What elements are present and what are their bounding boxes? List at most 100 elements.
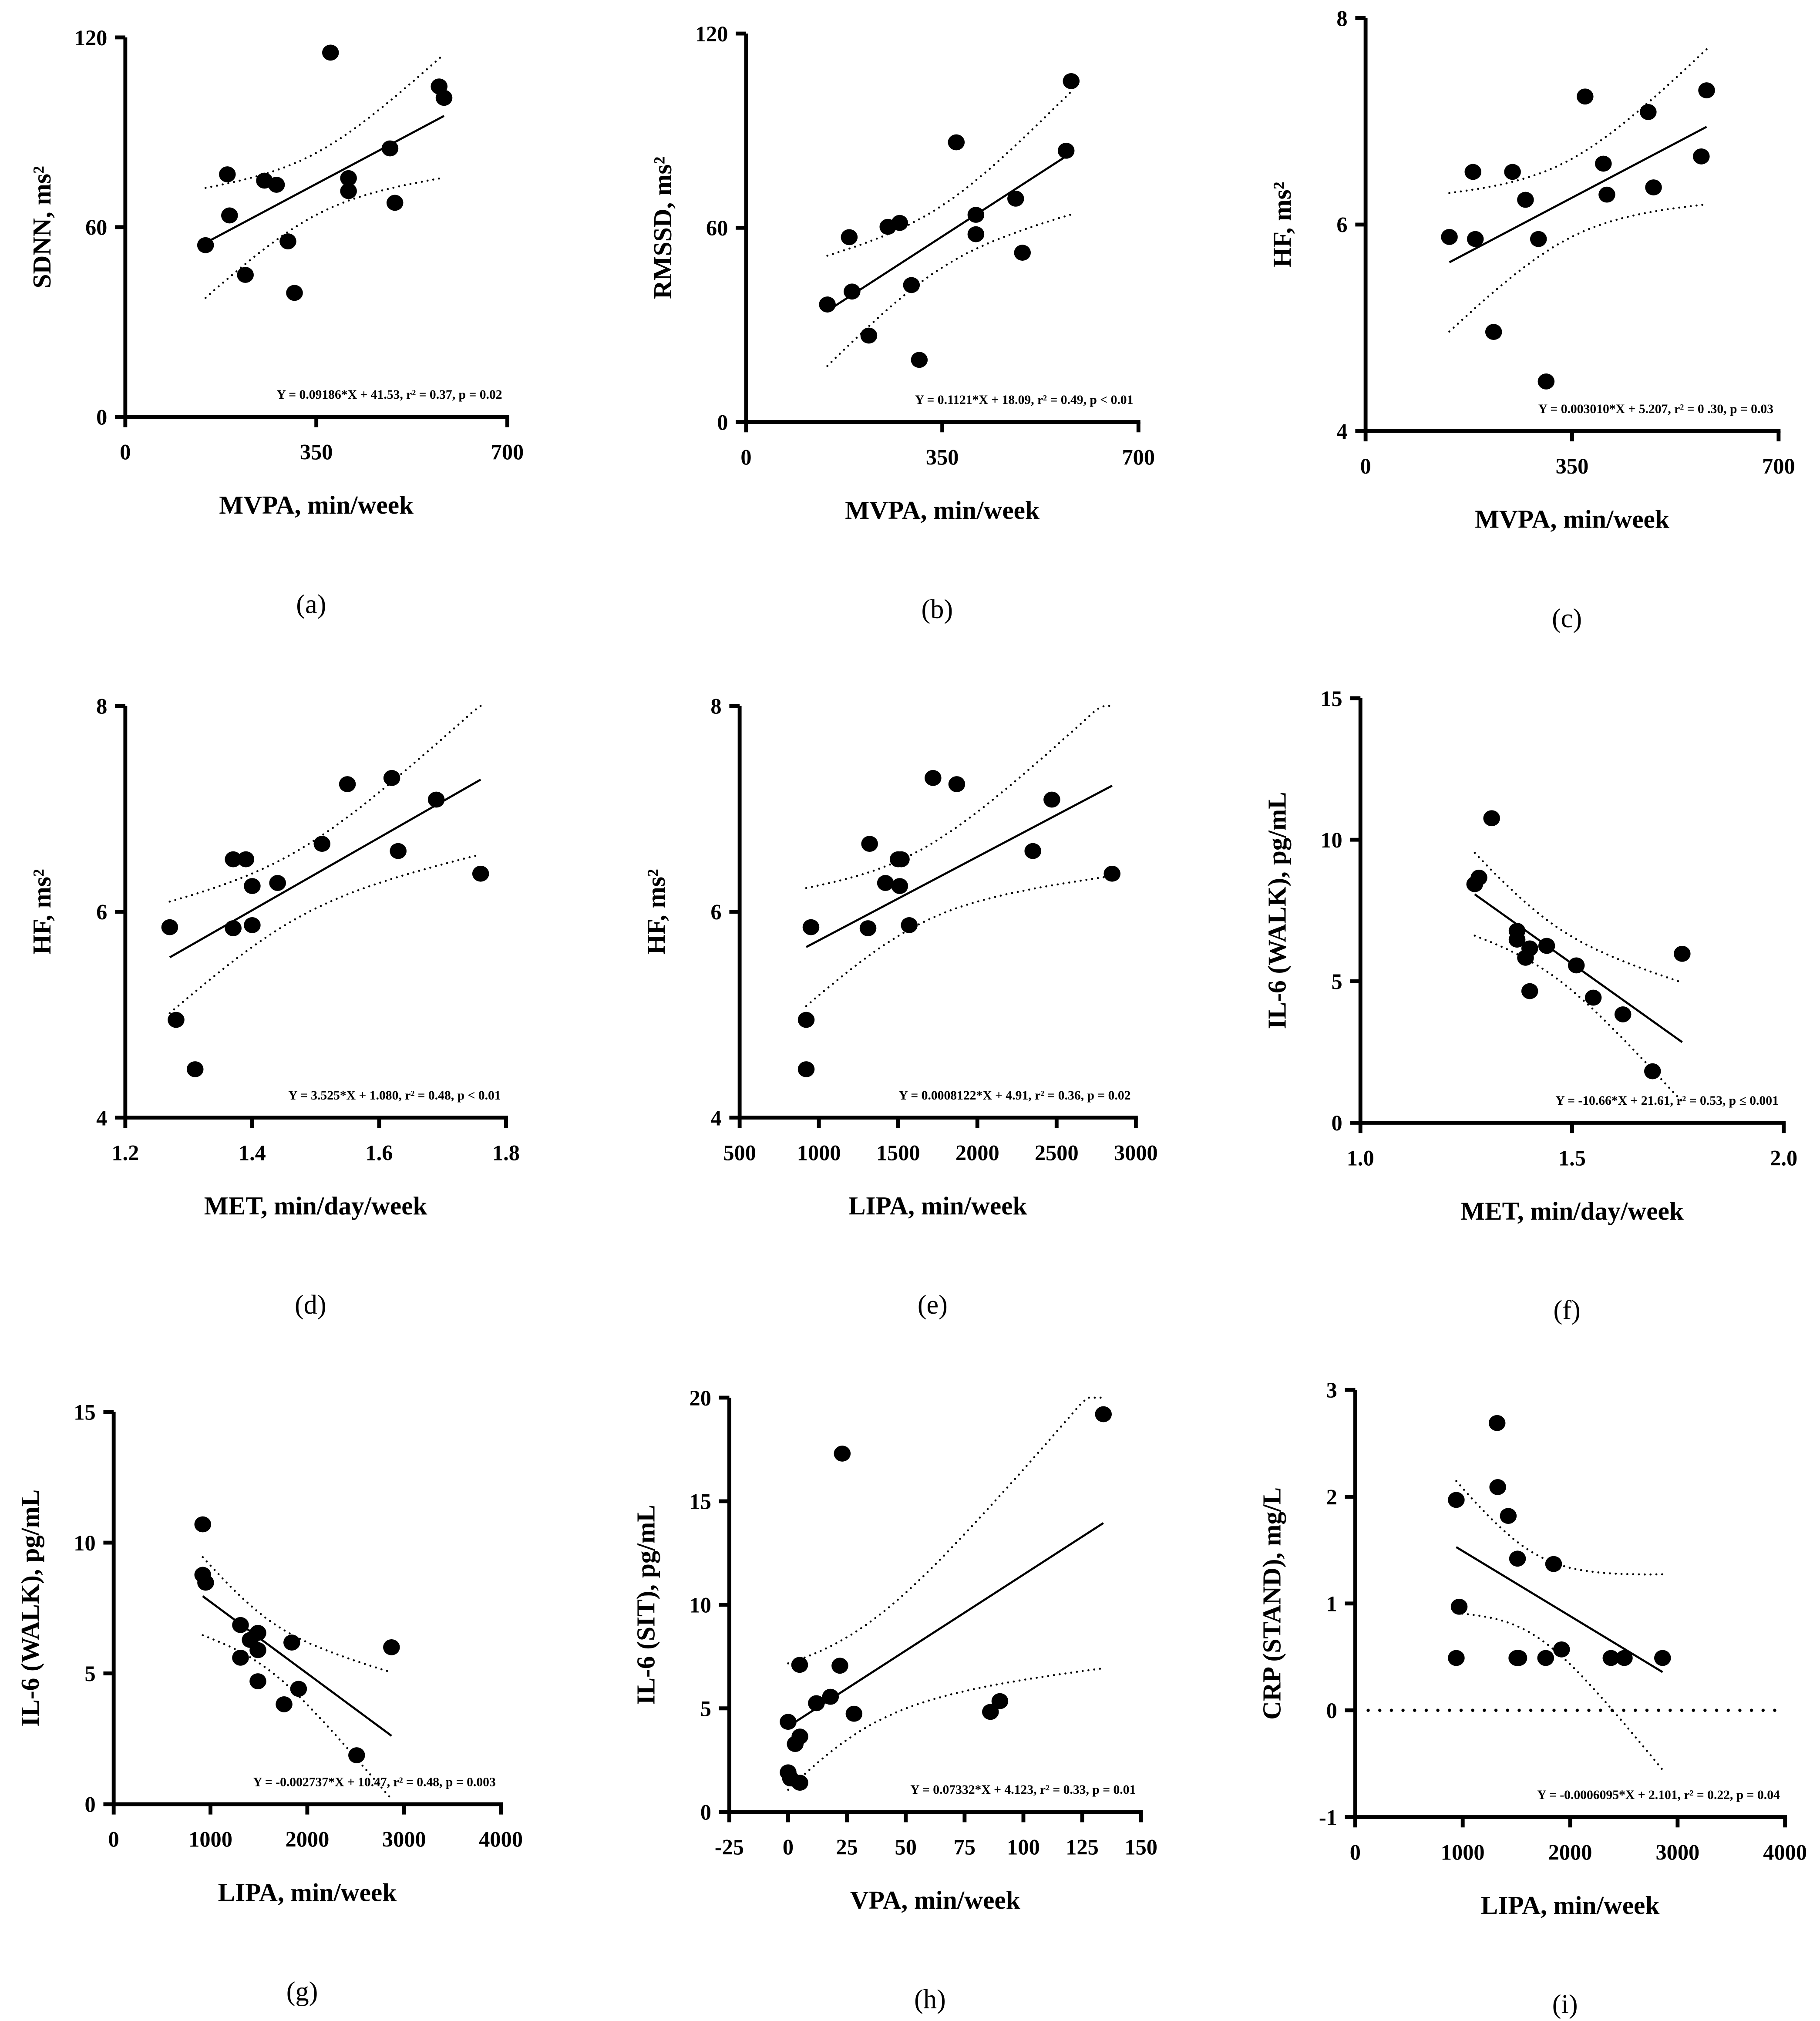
panel-g: 0 1000 2000 3000 4000 0 5 10 15 LIPA, min/week IL-… (16, 1400, 523, 2006)
x-tick-label: 0 (120, 440, 131, 464)
data-point (381, 140, 399, 157)
data-point (1485, 324, 1502, 340)
data-point (244, 878, 261, 894)
data-point (1470, 869, 1487, 886)
data-point (1654, 1650, 1671, 1666)
x-tick-label: 2000 (286, 1827, 330, 1852)
data-point (911, 352, 928, 368)
y-tick-label: 0 (700, 1800, 711, 1824)
x-tick-label: 1.4 (239, 1140, 266, 1165)
ci-lower-band (1455, 1612, 1664, 1771)
y-axis-label: IL-6 (WALK), pg/mL (16, 1490, 44, 1727)
data-point (194, 1516, 212, 1533)
y-tick-label: 8 (1336, 6, 1347, 30)
data-point (1103, 865, 1121, 882)
x-tick-label: 2500 (1035, 1140, 1079, 1165)
x-tick-label: 0 (108, 1827, 119, 1852)
data-point (1577, 88, 1594, 105)
ci-lower-band (202, 1634, 393, 1800)
data-point (791, 1657, 808, 1673)
regression-line (1449, 126, 1707, 263)
x-tick-label: 0 (740, 445, 751, 469)
data-point (861, 836, 878, 852)
y-tick-label: 0 (1332, 1111, 1342, 1135)
data-point (225, 920, 242, 936)
data-point (1585, 989, 1602, 1006)
regression-line (169, 779, 481, 958)
data-point (1448, 1492, 1465, 1508)
data-point (186, 1061, 204, 1077)
y-tick-label: 10 (1320, 828, 1342, 852)
data-point (808, 1695, 825, 1712)
data-point (991, 1693, 1009, 1709)
x-tick-label: -25 (715, 1835, 744, 1860)
data-point (1509, 1550, 1526, 1567)
data-point (1014, 245, 1031, 261)
ci-lower-band (204, 176, 445, 299)
x-tick-label: 350 (300, 440, 333, 464)
y-tick-label: 120 (74, 26, 108, 50)
y-tick-label: 6 (710, 900, 721, 924)
data-point (1057, 142, 1075, 159)
data-point (982, 1704, 999, 1720)
data-point (225, 851, 242, 868)
data-point (386, 195, 404, 211)
panel-e: 500 1000 1500 2000 2500 3000 4 6 8 LIPA, min/week… (642, 694, 1158, 1320)
panel-letter: (a) (296, 589, 326, 619)
data-point (427, 791, 445, 808)
data-point (322, 44, 339, 61)
data-point (1510, 1650, 1527, 1666)
ci-lower-band (805, 875, 1114, 1007)
data-point (1598, 186, 1615, 203)
x-tick-label: 1000 (1441, 1840, 1485, 1864)
x-tick-label: 0 (1360, 454, 1371, 478)
x-tick-label: 4000 (479, 1827, 523, 1852)
data-point (1693, 148, 1710, 165)
y-axis-label: HF, ms² (642, 869, 670, 955)
panel-letter: (h) (914, 1984, 946, 2014)
data-point (1024, 843, 1041, 859)
y-tick-label: 15 (1320, 686, 1342, 711)
data-point (948, 776, 966, 792)
data-point (348, 1747, 365, 1763)
data-point (780, 1714, 797, 1730)
data-point (891, 215, 908, 231)
data-point (232, 1617, 249, 1633)
data-point (893, 851, 910, 868)
data-point (1521, 983, 1538, 999)
y-tick-label: 4 (710, 1106, 721, 1130)
data-point (340, 183, 357, 199)
panel-letter: (d) (295, 1290, 326, 1320)
regression-equation: Y = 0.09186*X + 41.53, r² = 0.37, p = 0.… (277, 388, 502, 402)
data-point (901, 917, 918, 933)
x-tick-label: 75 (954, 1835, 976, 1860)
panel-b: 0 350 700 0 60 120 MVPA, min/week RMSSD, ms² (b)… (648, 22, 1155, 624)
y-tick-label: 1 (1326, 1592, 1337, 1616)
regression-equation: Y = -0.002737*X + 10.47, r² = 0.48, p = … (253, 1775, 496, 1789)
data-point (286, 285, 303, 301)
data-point (1644, 1063, 1661, 1079)
regression-equation: Y = 0.003010*X + 5.207, r² = 0 .30, p = … (1538, 402, 1773, 416)
x-tick-label: 4000 (1763, 1840, 1807, 1864)
x-tick-label: 3000 (1114, 1140, 1158, 1165)
data-point (1043, 791, 1060, 808)
y-tick-label: 15 (74, 1400, 95, 1424)
data-point (1645, 179, 1662, 195)
y-axis-label: HF, ms² (27, 869, 56, 955)
data-point (472, 865, 489, 882)
panel-f: 1.0 1.5 2.0 0 5 10 15 MET, min/day/week IL-6 (WA… (1262, 686, 1797, 1325)
data-point (819, 296, 836, 313)
data-point (831, 1658, 848, 1674)
y-tick-label: 20 (690, 1386, 711, 1410)
data-point (844, 283, 861, 300)
x-tick-label: 1.8 (492, 1140, 520, 1165)
data-point (1464, 164, 1482, 180)
regression-line (202, 1595, 392, 1737)
regression-line (827, 152, 1072, 312)
y-tick-label: 0 (96, 405, 107, 429)
x-tick-label: 25 (836, 1835, 858, 1860)
regression-equation: Y = 3.525*X + 1.080, r² = 0.48, p < 0.01 (288, 1089, 501, 1103)
x-tick-label: 350 (1556, 454, 1589, 478)
data-point (168, 1012, 185, 1028)
